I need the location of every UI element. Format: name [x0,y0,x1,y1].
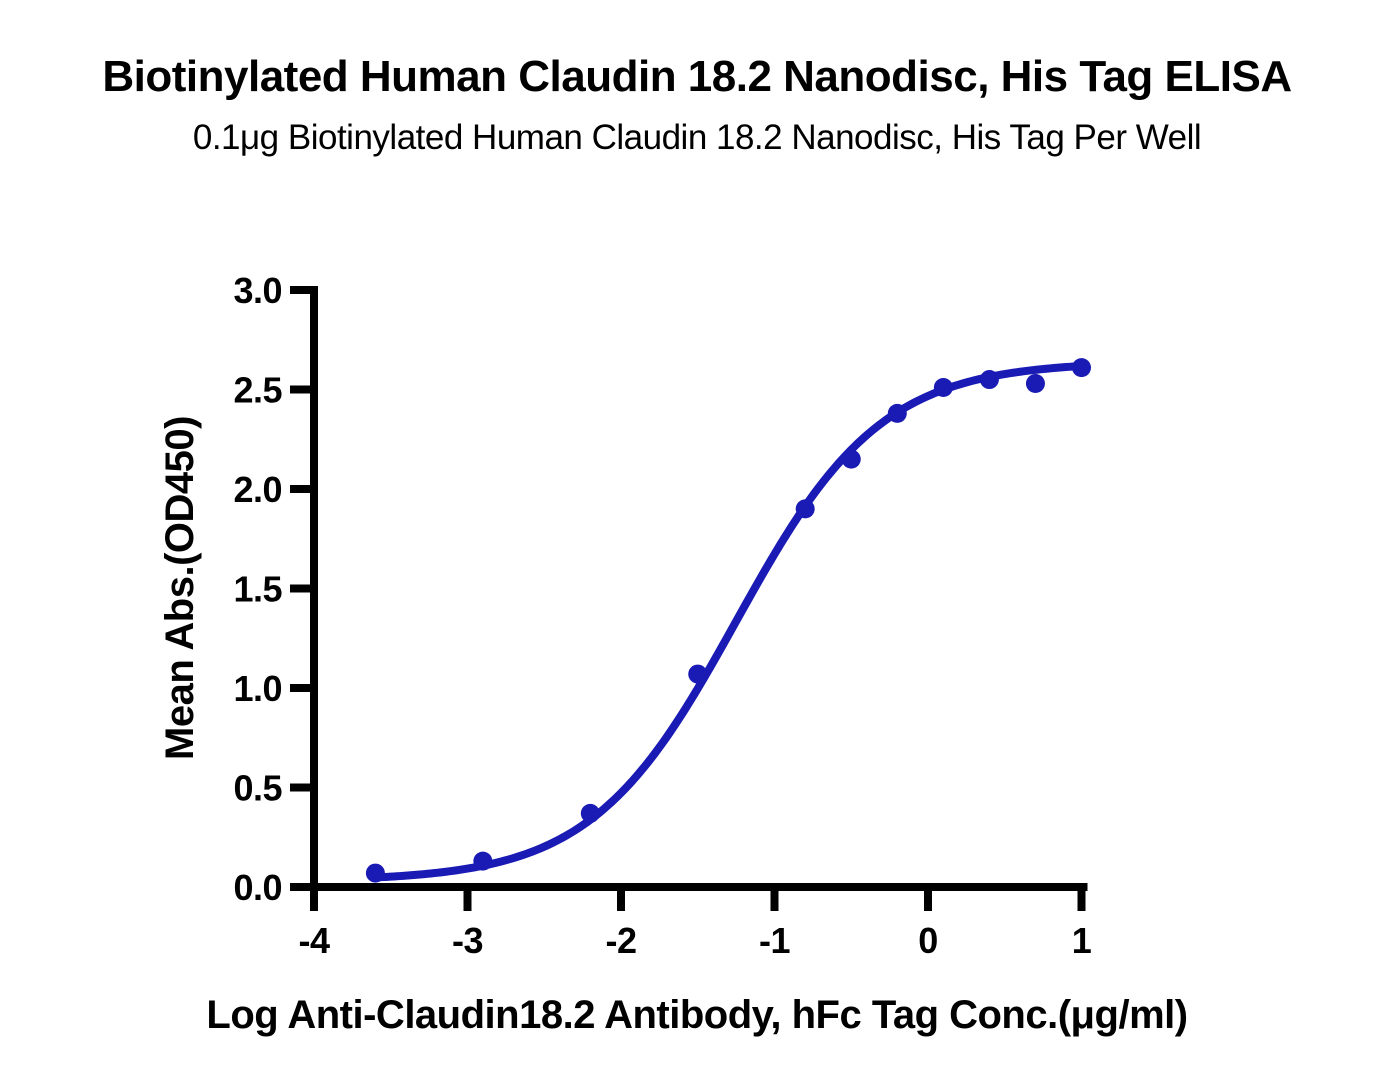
y-tick-label: 3.0 [233,270,282,311]
x-tick-label: -3 [452,920,483,961]
data-point [365,863,385,883]
x-axis-title: Log Anti-Claudin18.2 Antibody, hFc Tag C… [206,993,1187,1037]
x-tick-label: -1 [759,920,790,961]
x-tick-label: -2 [605,920,636,961]
data-point [979,370,999,390]
y-axis-title: Mean Abs.(OD450) [158,416,202,760]
axes-layer: 0.0 0.5 1.0 1.5 2.0 2.5 3.0 -4 -3 -2 -1 0 1 [233,270,1092,961]
data-points-group [365,358,1091,883]
y-tick-label: 1.5 [233,569,282,610]
y-tick-label: 2.0 [233,469,282,510]
x-tick-label: -4 [298,920,329,961]
data-point [887,403,907,423]
data-point [688,664,708,684]
data-point [1072,358,1091,378]
x-tick-label: 0 [918,920,938,961]
chart-subtitle: 0.1μg Biotinylated Human Claudin 18.2 Na… [192,118,1202,157]
y-tick-label: 0.0 [233,867,282,908]
data-point [841,449,861,469]
y-tick-label: 2.5 [233,370,282,411]
data-point [795,499,815,519]
data-point [473,851,493,871]
fit-curve-line [371,362,1086,882]
y-tick-label: 1.0 [233,668,282,709]
y-tick-label: 0.5 [233,768,282,809]
data-point [933,378,953,398]
chart-title: Biotinylated Human Claudin 18.2 Nanodisc… [102,52,1292,101]
data-point [1025,374,1045,394]
data-point [580,803,600,823]
x-tick-label: 1 [1072,920,1092,961]
